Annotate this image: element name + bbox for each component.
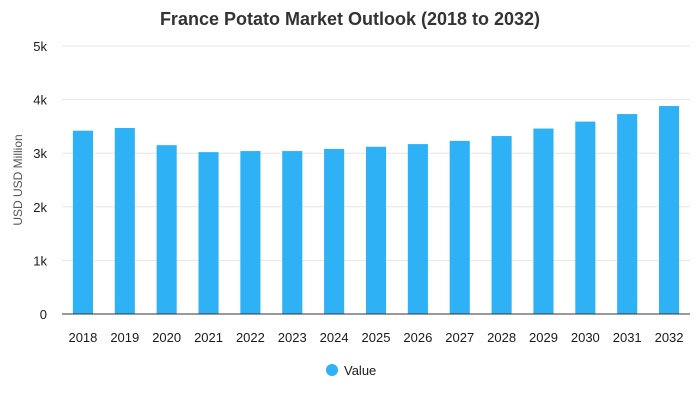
x-tick-label: 2025	[362, 330, 391, 345]
legend-label[interactable]: Value	[344, 363, 376, 378]
bar-2028[interactable]	[491, 136, 512, 314]
x-tick-label: 2021	[194, 330, 223, 345]
x-tick-label: 2020	[152, 330, 181, 345]
x-tick-label: 2019	[110, 330, 139, 345]
y-tick-label: 2k	[33, 200, 47, 215]
bar-2024[interactable]	[324, 148, 345, 314]
x-tick-label: 2026	[403, 330, 432, 345]
x-axis-ticks: 2018 2019 2020 2021 2022 2023 2024 2025 2026 2027…	[68, 330, 683, 345]
y-tick-label: 4k	[33, 93, 47, 108]
bar-2019[interactable]	[114, 128, 135, 314]
bar-2018[interactable]	[72, 130, 93, 314]
bar-2031[interactable]	[617, 114, 638, 315]
x-tick-label: 2024	[320, 330, 349, 345]
bar-series	[72, 106, 680, 315]
x-tick-label: 2028	[487, 330, 516, 345]
x-tick-label: 2018	[68, 330, 97, 345]
chart-title: France Potato Market Outlook (2018 to 20…	[160, 9, 540, 29]
y-tick-label: 5k	[33, 39, 47, 54]
x-tick-label: 2027	[445, 330, 474, 345]
x-tick-label: 2029	[529, 330, 558, 345]
y-tick-label: 0	[40, 307, 47, 322]
bar-2022[interactable]	[240, 151, 261, 314]
x-tick-label: 2032	[655, 330, 684, 345]
y-axis-ticks: 0 1k 2k 3k 4k 5k	[33, 39, 47, 322]
bar-2027[interactable]	[449, 140, 470, 314]
y-tick-label: 3k	[33, 146, 47, 161]
bar-2030[interactable]	[575, 121, 596, 315]
bar-2020[interactable]	[156, 145, 177, 314]
bar-2023[interactable]	[282, 151, 303, 314]
x-tick-label: 2023	[278, 330, 307, 345]
bar-2026[interactable]	[407, 144, 428, 314]
bar-2021[interactable]	[198, 152, 219, 314]
x-tick-label: 2022	[236, 330, 265, 345]
bar-2032[interactable]	[659, 106, 680, 314]
x-tick-label: 2030	[571, 330, 600, 345]
legend[interactable]: Value	[326, 363, 376, 378]
legend-swatch[interactable]	[326, 364, 338, 376]
bar-2029[interactable]	[533, 128, 554, 314]
y-axis-label: USD USD Million	[11, 134, 25, 225]
bar-2025[interactable]	[365, 146, 387, 314]
y-tick-label: 1k	[33, 253, 47, 268]
x-tick-label: 2031	[613, 330, 642, 345]
